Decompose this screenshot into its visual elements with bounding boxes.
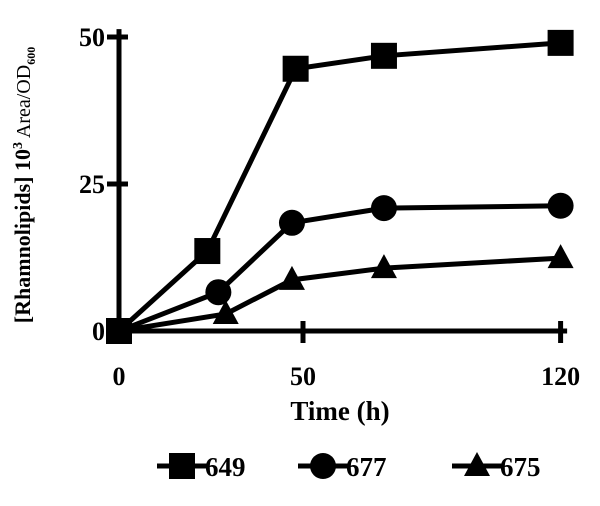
circle-marker bbox=[547, 192, 574, 219]
square-marker bbox=[282, 55, 309, 82]
square-marker bbox=[547, 29, 574, 56]
triangle-marker bbox=[370, 254, 397, 279]
legend-item-649: 649 bbox=[157, 452, 246, 482]
legend-label: 675 bbox=[500, 452, 541, 482]
x-axis-label: Time (h) bbox=[290, 396, 389, 426]
circle-marker bbox=[205, 279, 232, 306]
x-tick-label: 0 bbox=[113, 362, 126, 391]
series-line-649 bbox=[117, 40, 561, 333]
y-tick-label: 50 bbox=[79, 23, 105, 52]
legend-item-677: 677 bbox=[298, 452, 387, 482]
triangle-marker bbox=[547, 244, 574, 269]
circle-marker bbox=[370, 195, 397, 222]
triangle-marker bbox=[212, 299, 239, 324]
square-marker bbox=[194, 238, 221, 265]
circle-marker bbox=[310, 453, 336, 479]
series-675 bbox=[106, 244, 574, 341]
x-tick-label: 120 bbox=[541, 362, 580, 391]
legend-label: 649 bbox=[205, 452, 246, 482]
legend-label: 677 bbox=[346, 452, 387, 482]
y-tick-label: 0 bbox=[92, 317, 105, 346]
triangle-marker bbox=[278, 265, 305, 290]
axes: 0 25 50 0 50 120 bbox=[79, 23, 580, 391]
y-axis-label: [Rhamnolipids] 103 Area/OD600 bbox=[10, 47, 38, 323]
x-tick-label: 50 bbox=[290, 362, 316, 391]
legend: 649 677 675 bbox=[157, 452, 541, 482]
square-marker bbox=[169, 453, 195, 479]
square-marker bbox=[106, 318, 132, 344]
series-649 bbox=[106, 29, 574, 344]
square-marker bbox=[370, 42, 397, 69]
series-layer bbox=[106, 29, 574, 344]
y-tick-label: 25 bbox=[79, 170, 105, 199]
circle-marker bbox=[278, 209, 305, 236]
triangle-marker bbox=[464, 452, 490, 476]
legend-item-675: 675 bbox=[452, 452, 541, 482]
